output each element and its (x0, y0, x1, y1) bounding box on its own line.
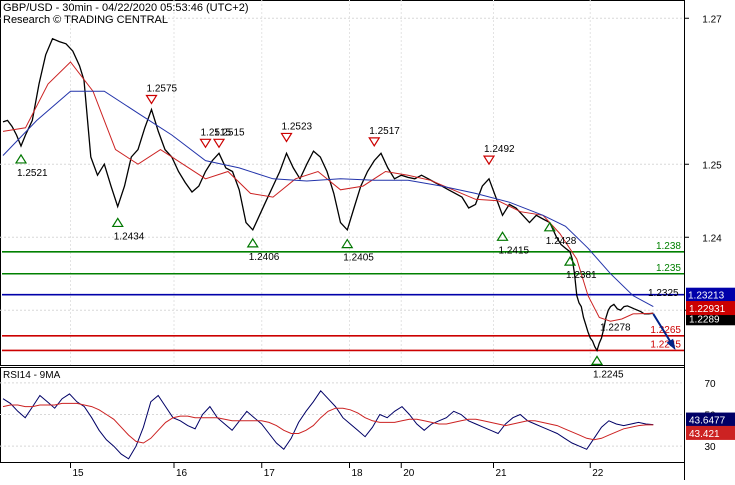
swing-high-triangle (368, 137, 381, 147)
swing-high-triangle (482, 155, 496, 166)
swing-low-label: 1.2415 (499, 245, 530, 256)
swing-low-label: 1.2434 (114, 231, 145, 242)
swing-low-marker: 1.2428 (543, 221, 577, 247)
swing-low-triangle (246, 237, 259, 248)
rsi-ma-line (2, 402, 654, 444)
x-tick-label: 16 (176, 468, 188, 479)
swing-high-marker: 1.2517 (368, 126, 400, 147)
swing-low-label: 1.2406 (249, 252, 280, 263)
x-tick-label: 21 (496, 468, 508, 479)
x-tick-label: 18 (352, 468, 364, 479)
swing-low-label: 1.2521 (17, 168, 48, 179)
level-label: 1.235 (656, 263, 681, 274)
swing-high-label: 1.2515 (214, 127, 245, 138)
rsi-title: RSI14 - 9MA (3, 370, 61, 381)
swing-low-label: 1.2405 (343, 253, 374, 264)
rsi-line (2, 389, 654, 460)
chart-header-research: Research © TRADING CENTRAL (3, 14, 168, 26)
price-tag-box (686, 301, 735, 316)
swing-low-marker: 1.2521 (14, 153, 48, 179)
swing-high-label: 1.2523 (282, 121, 313, 132)
price-y-tick-label: 1.27 (702, 14, 722, 25)
level-label: 1.2245 (650, 339, 681, 350)
price-tag-label: 1.2289 (689, 314, 720, 325)
price-line (2, 37, 654, 352)
ma-red-line (2, 61, 654, 322)
swing-low-marker: 1.2434 (111, 217, 145, 242)
swing-low-label: 1.2428 (546, 236, 577, 247)
swing-low-label: 1.2245 (593, 369, 624, 380)
forecast-arrow-head (666, 338, 676, 351)
swing-high-triangle (145, 94, 158, 105)
swing-high-triangle (212, 138, 226, 149)
price-panel-frame (0, 0, 685, 366)
swing-low-marker: 1.2245 (590, 355, 624, 380)
swing-high-marker: 1.2515 (199, 127, 232, 149)
level-tag-label: 1.23213 (688, 291, 725, 302)
swing-high-marker: 1.2575 (145, 84, 178, 105)
swing-low-triangle (590, 355, 604, 365)
swing-low-triangle (563, 255, 577, 266)
rsi-y-tick-label: 70 (704, 379, 716, 390)
x-tick-label: 17 (264, 468, 276, 479)
x-tick-label: 20 (403, 468, 415, 479)
swing-high-label: 1.2515 (201, 127, 232, 138)
x-tick-label: 15 (73, 468, 85, 479)
swing-high-triangle (280, 132, 293, 143)
rsi-value-tag-label: 43.421 (689, 429, 720, 440)
rsi-value-tag-box (686, 425, 735, 440)
swing-low-label: 1.2381 (566, 270, 597, 281)
swing-low-triangle (111, 217, 124, 228)
swing-high-triangle (199, 138, 212, 149)
swing-low-triangle (496, 231, 509, 241)
rsi-value-tag-box (686, 412, 735, 427)
x-tick-label: 22 (592, 468, 604, 479)
level-label: 1.238 (656, 241, 681, 252)
swing-high-marker: 1.2523 (280, 121, 313, 143)
price-y-tick-label: 1.25 (702, 160, 722, 171)
swing-high-label: 1.2517 (369, 126, 400, 137)
ma-blue-line (2, 90, 654, 308)
level-annotation-label: 1.2325 (648, 288, 679, 299)
level-label: 1.2265 (650, 325, 681, 336)
level-annotation-label: 1.2278 (600, 322, 631, 333)
price-y-tick-label: 1.24 (702, 233, 722, 244)
chart-header-symbol: GBP/USD - 30min - 04/22/2020 05:53:46 (U… (3, 2, 249, 14)
rsi-value-tag-label: 43.6477 (689, 416, 726, 427)
swing-high-label: 1.2575 (147, 84, 178, 95)
swing-high-marker: 1.2492 (482, 144, 515, 166)
swing-high-marker: 1.2515 (212, 127, 245, 149)
swing-high-label: 1.2492 (484, 144, 515, 155)
swing-low-triangle (543, 221, 556, 232)
price-tag-label: 1.22931 (689, 304, 726, 315)
swing-low-triangle (341, 238, 354, 249)
swing-low-marker: 1.2405 (341, 238, 374, 264)
swing-low-marker: 1.2381 (563, 255, 597, 281)
swing-low-marker: 1.2415 (496, 231, 530, 256)
rsi-y-tick-label: 30 (704, 442, 716, 453)
swing-low-marker: 1.2406 (246, 237, 280, 263)
swing-low-triangle (14, 153, 28, 164)
level-tag-box (686, 287, 735, 302)
